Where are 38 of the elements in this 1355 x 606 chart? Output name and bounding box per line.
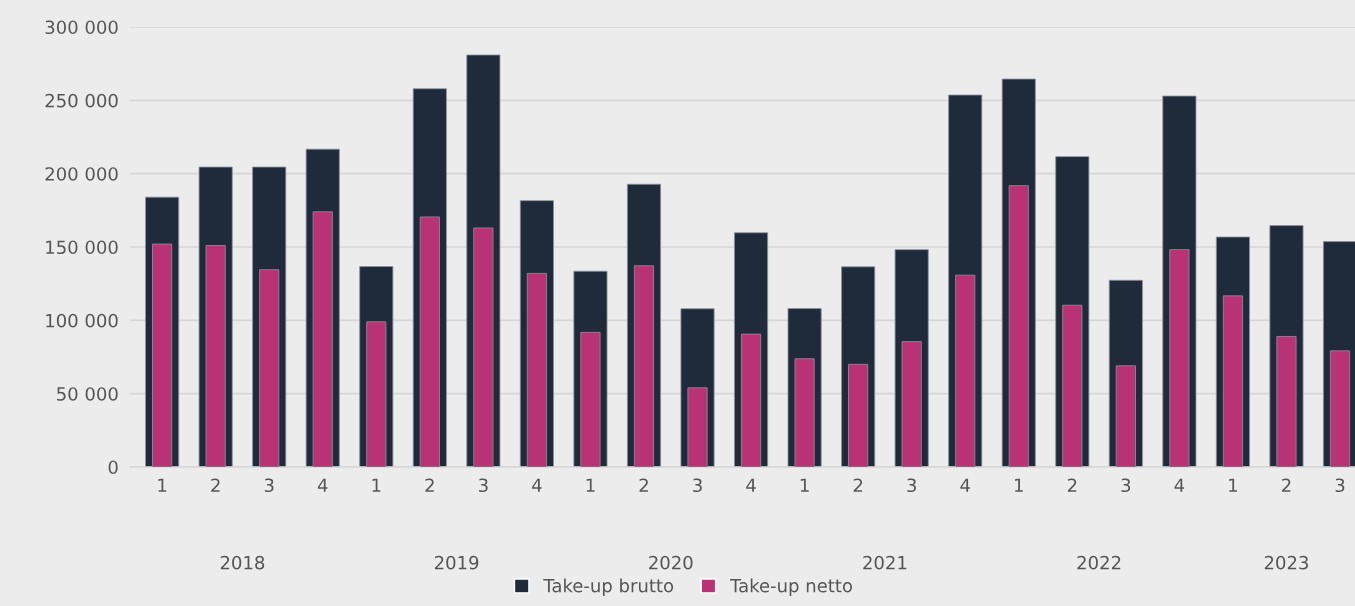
y-tick-label: 300 000 [45,20,118,35]
legend-label: Take-up brutto [543,578,674,596]
x-tick-label: 2 [1067,478,1077,492]
x-tick-label: 1 [586,478,595,492]
x-tick-label: 3 [479,478,488,493]
text: 2019 [434,555,479,570]
legend-label: Take-up netto [730,578,853,596]
x-tick-label: 1 [1229,478,1238,492]
y-tick-label: 50 000 [57,387,118,401]
x-tick-label: 2 [211,478,220,492]
x-tick-label: 4 [960,478,970,492]
x-tick-label: 3 [1121,478,1131,493]
x-tick-label: 2 [639,478,648,492]
x-tick-label: 3 [907,478,916,493]
text: 2018 [220,555,265,570]
x-tick-label: 4 [317,478,328,492]
y-tick-label: 150 000 [46,240,118,255]
text: 2022 [1077,555,1121,570]
x-tick-label: 3 [264,478,274,493]
x-tick-label: 3 [693,478,702,493]
x-tick-label: 1 [372,478,381,492]
x-tick-label: 4 [746,478,756,492]
y-tick-label: 250 000 [45,93,118,108]
y-tick-label: 200 000 [45,167,118,181]
x-tick-label: 1 [158,478,167,492]
x-tick-label: 4 [532,478,542,492]
x-tick-label: 3 [1335,478,1345,493]
text: 2023 [1264,555,1308,570]
text: 2021 [863,555,907,570]
x-tick-label: 1 [800,478,809,492]
x-tick-label: 2 [853,478,863,492]
text: 2020 [649,555,693,570]
y-tick-label: 100 000 [46,313,118,328]
x-tick-label: 4 [1174,478,1185,492]
x-tick-label: 2 [1282,478,1291,492]
x-tick-label: 2 [425,478,434,492]
y-tick-label: 0 [108,460,118,475]
x-tick-label: 1 [1015,478,1023,492]
